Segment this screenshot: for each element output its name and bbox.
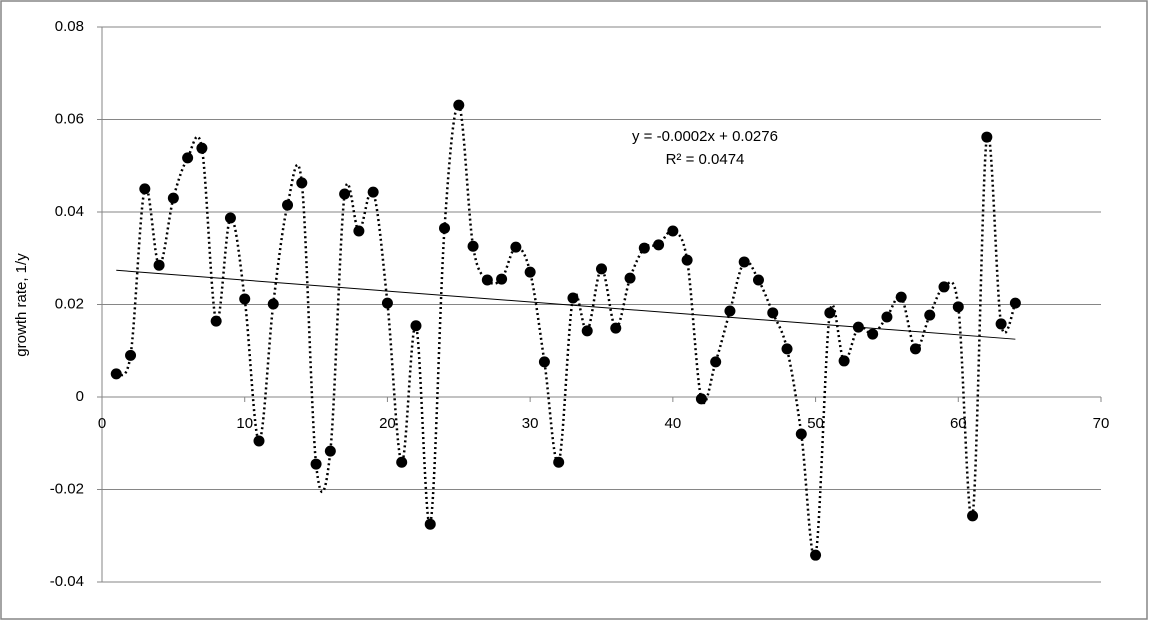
data-point xyxy=(596,263,607,275)
data-point xyxy=(681,254,693,266)
x-tick-label: 70 xyxy=(1093,415,1110,432)
data-point xyxy=(510,241,522,253)
data-point xyxy=(667,225,679,237)
x-tick-label: 0 xyxy=(98,415,106,432)
data-point xyxy=(367,186,379,198)
data-point xyxy=(810,549,822,561)
data-point xyxy=(239,293,251,305)
data-point xyxy=(125,349,137,361)
data-point xyxy=(467,240,479,252)
data-point xyxy=(838,355,850,367)
data-point xyxy=(695,393,707,405)
y-tick-label: 0.06 xyxy=(55,110,84,127)
x-tick-label: 10 xyxy=(236,415,253,432)
data-point xyxy=(752,274,764,286)
data-point xyxy=(339,188,351,200)
data-point xyxy=(496,273,508,285)
data-point xyxy=(182,152,194,164)
y-tick-label: -0.02 xyxy=(50,480,84,497)
data-point xyxy=(524,266,536,278)
data-point xyxy=(253,435,265,447)
data-point xyxy=(210,315,222,327)
data-point xyxy=(282,199,294,211)
data-point xyxy=(481,274,493,286)
data-point xyxy=(196,142,208,154)
data-point xyxy=(581,325,593,337)
data-point xyxy=(538,356,550,368)
data-point xyxy=(396,456,408,468)
data-point xyxy=(167,192,179,204)
data-point xyxy=(781,343,793,355)
data-point xyxy=(995,318,1007,330)
y-tick-label: 0.02 xyxy=(55,295,84,312)
data-point xyxy=(296,177,308,189)
data-point xyxy=(353,225,365,237)
data-point xyxy=(139,183,151,195)
x-tick-label: 50 xyxy=(807,415,824,432)
x-tick-label: 40 xyxy=(665,415,682,432)
y-tick-label: 0 xyxy=(76,388,84,405)
data-point xyxy=(653,239,665,251)
data-point xyxy=(1009,297,1021,309)
data-point xyxy=(410,320,422,332)
data-point xyxy=(381,297,393,309)
data-point xyxy=(153,259,165,271)
data-point xyxy=(909,343,921,355)
data-point xyxy=(738,256,750,268)
x-tick-label: 30 xyxy=(522,415,539,432)
data-point xyxy=(881,311,893,323)
data-point xyxy=(424,518,436,530)
data-point xyxy=(610,322,622,334)
data-point xyxy=(981,131,993,143)
data-point xyxy=(867,328,879,340)
y-axis-label: growth rate, 1/y xyxy=(13,253,30,357)
data-point xyxy=(924,309,936,321)
data-point xyxy=(224,212,236,224)
data-point xyxy=(967,510,979,522)
data-point xyxy=(795,428,807,440)
data-point xyxy=(767,307,779,319)
trend-equation: y = -0.0002x + 0.0276 xyxy=(632,128,778,145)
data-point xyxy=(710,356,722,368)
data-point xyxy=(310,458,322,470)
data-point xyxy=(724,305,736,317)
trendline xyxy=(116,269,1016,340)
data-point xyxy=(952,301,964,313)
trend-r-squared: R² = 0.0474 xyxy=(666,151,745,168)
y-tick-label: -0.04 xyxy=(50,573,84,590)
x-tick-label: 20 xyxy=(379,415,396,432)
data-point xyxy=(553,456,565,468)
y-tick-label: 0.04 xyxy=(55,203,84,220)
data-point xyxy=(324,445,336,457)
data-point xyxy=(824,307,836,319)
x-tick-label: 60 xyxy=(950,415,967,432)
data-point xyxy=(453,99,465,111)
y-tick-label: 0.08 xyxy=(55,18,84,35)
data-point xyxy=(895,291,907,303)
data-point xyxy=(110,368,122,380)
data-point xyxy=(567,292,579,304)
data-point xyxy=(267,298,279,310)
data-point xyxy=(439,222,451,234)
data-point xyxy=(938,281,950,293)
data-point xyxy=(624,272,636,284)
data-point xyxy=(638,242,650,254)
